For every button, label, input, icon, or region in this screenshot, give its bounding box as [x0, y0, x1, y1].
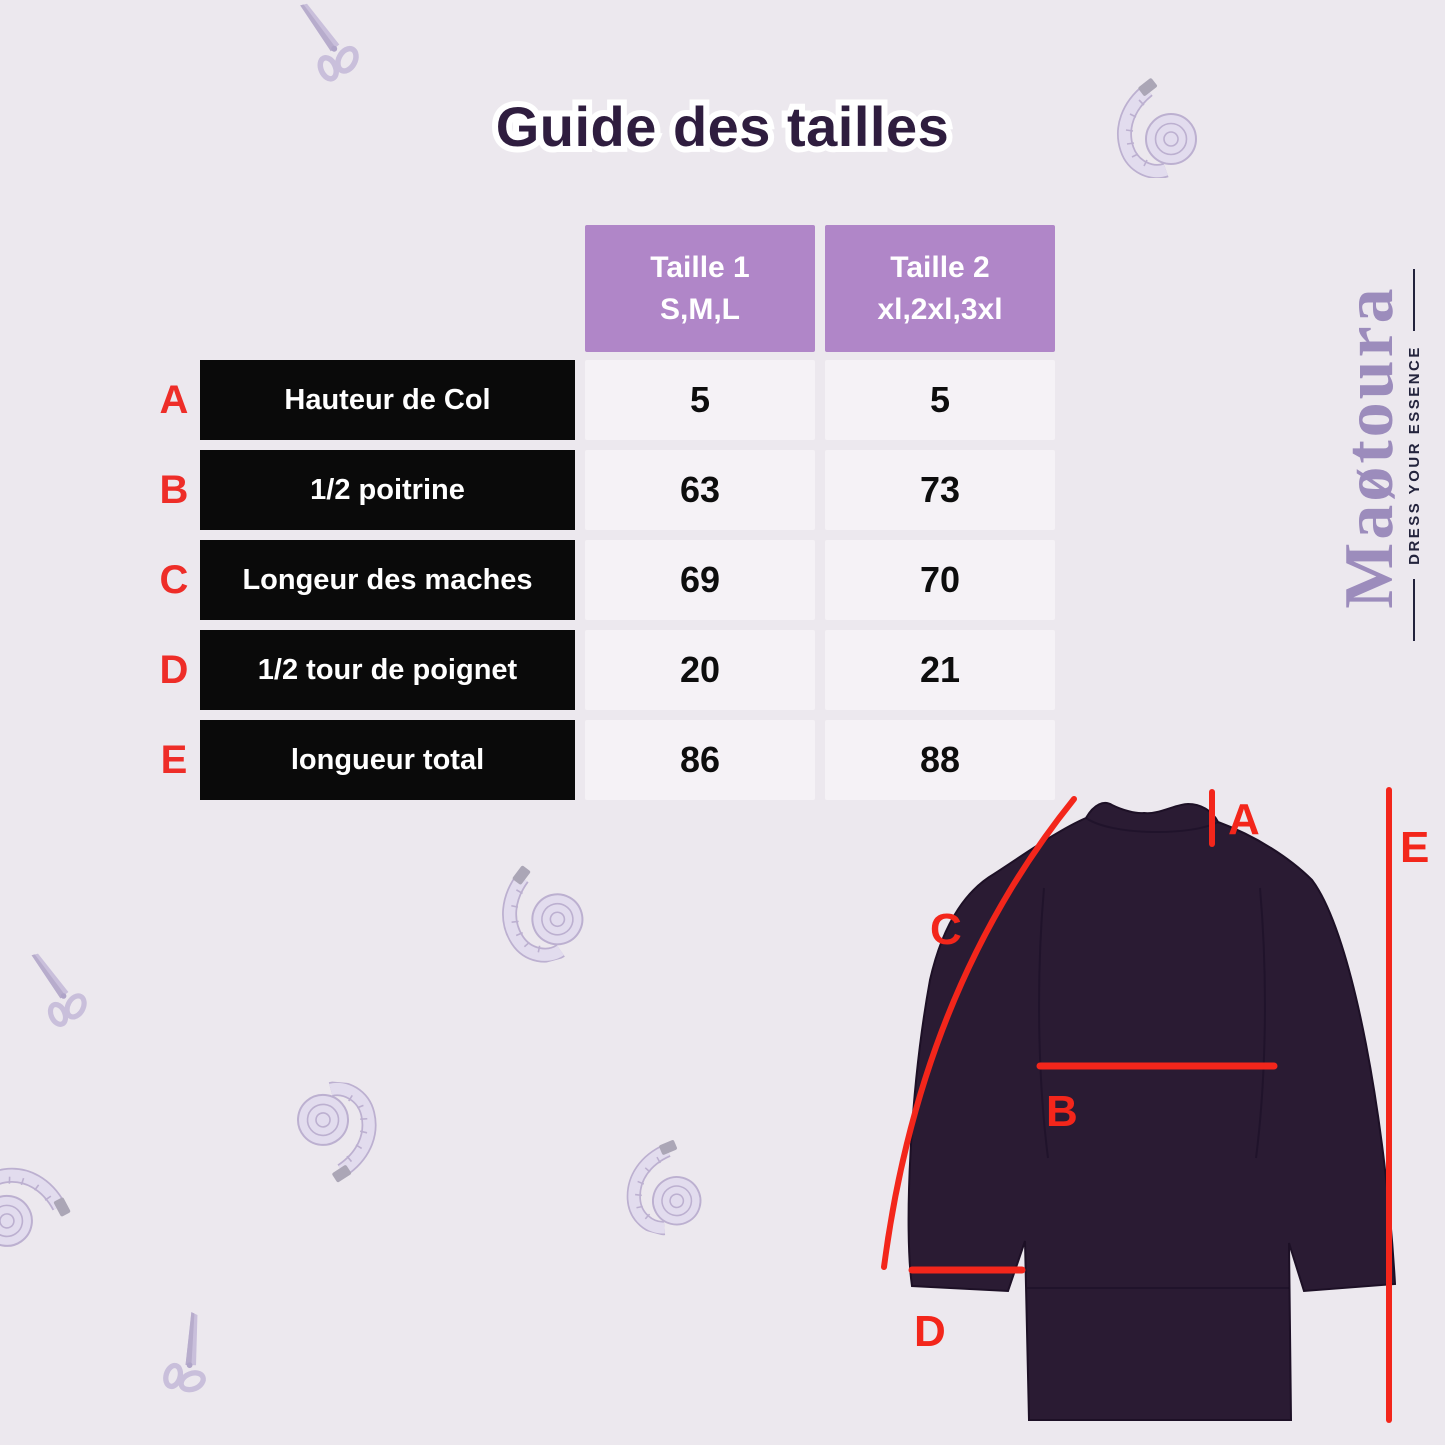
- diagram-label-a: A: [1228, 795, 1260, 844]
- row-letter-d: D: [159, 647, 189, 692]
- row-letter-c: C: [159, 557, 189, 602]
- row-label: 1/2 poitrine: [200, 450, 575, 530]
- scissors-icon: [133, 1303, 249, 1419]
- measurement-labels: A E C B D: [914, 795, 1429, 1356]
- tagline-rule: [1412, 578, 1416, 641]
- column-header-line1: Taille 1: [650, 250, 750, 284]
- column-header-line2: xl,2xl,3xl: [877, 292, 1003, 326]
- scissors-icon: [290, 2, 375, 87]
- row-label: Hauteur de Col: [200, 360, 575, 440]
- table-cell: 73: [825, 450, 1055, 530]
- measuring-tape-icon: [281, 1078, 389, 1186]
- column-header-line1: Taille 2: [890, 250, 990, 284]
- table-cell: 69: [585, 540, 815, 620]
- row-label: longueur total: [200, 720, 575, 800]
- scissors-icon: [22, 952, 102, 1032]
- diagram-label-b: B: [1046, 1087, 1078, 1136]
- table-cell: 88: [825, 720, 1055, 800]
- brand-logo: Maøtoura: [1331, 285, 1408, 609]
- table-cell: 63: [585, 450, 815, 530]
- column-header-taille2: Taille 2 xl,2xl,3xl: [825, 225, 1055, 352]
- table-cell: 5: [585, 360, 815, 440]
- measuring-tape-icon: [0, 1152, 78, 1268]
- tagline-rule: [1412, 269, 1416, 332]
- diagram-label-c: C: [930, 905, 962, 954]
- table-cell: 70: [825, 540, 1055, 620]
- garment-diagram: A E C B D: [881, 787, 1429, 1423]
- diagram-label-e: E: [1400, 823, 1429, 872]
- row-label: Longeur des maches: [200, 540, 575, 620]
- row-letter-a: A: [159, 377, 189, 422]
- measuring-tape-icon: [481, 851, 603, 973]
- column-header-line2: S,M,L: [660, 292, 740, 326]
- page-title-outline: Guide des tailles: [490, 89, 955, 164]
- table-cell: 86: [585, 720, 815, 800]
- measure-line-c: [881, 796, 1077, 1270]
- garment-seams: [1027, 817, 1289, 1289]
- page-title-text: Guide des tailles: [495, 95, 950, 158]
- page-title: Guide des tailles Guide des tailles: [0, 89, 1445, 164]
- brand-tagline-text: DRESS YOUR ESSENCE: [1405, 345, 1423, 565]
- column-header-taille1: Taille 1 S,M,L: [585, 225, 815, 352]
- garment-silhouette: [907, 801, 1397, 1421]
- table-cell: 5: [825, 360, 1055, 440]
- row-label: 1/2 tour de poignet: [200, 630, 575, 710]
- measurement-lines: [881, 787, 1392, 1423]
- table-cell: 21: [825, 630, 1055, 710]
- measuring-tape-icon: [609, 1129, 725, 1245]
- table-cell: 20: [585, 630, 815, 710]
- row-letter-e: E: [160, 737, 188, 782]
- row-letter-b: B: [159, 467, 189, 512]
- brand-tagline: DRESS YOUR ESSENCE: [1402, 235, 1426, 675]
- diagram-label-d: D: [914, 1307, 946, 1356]
